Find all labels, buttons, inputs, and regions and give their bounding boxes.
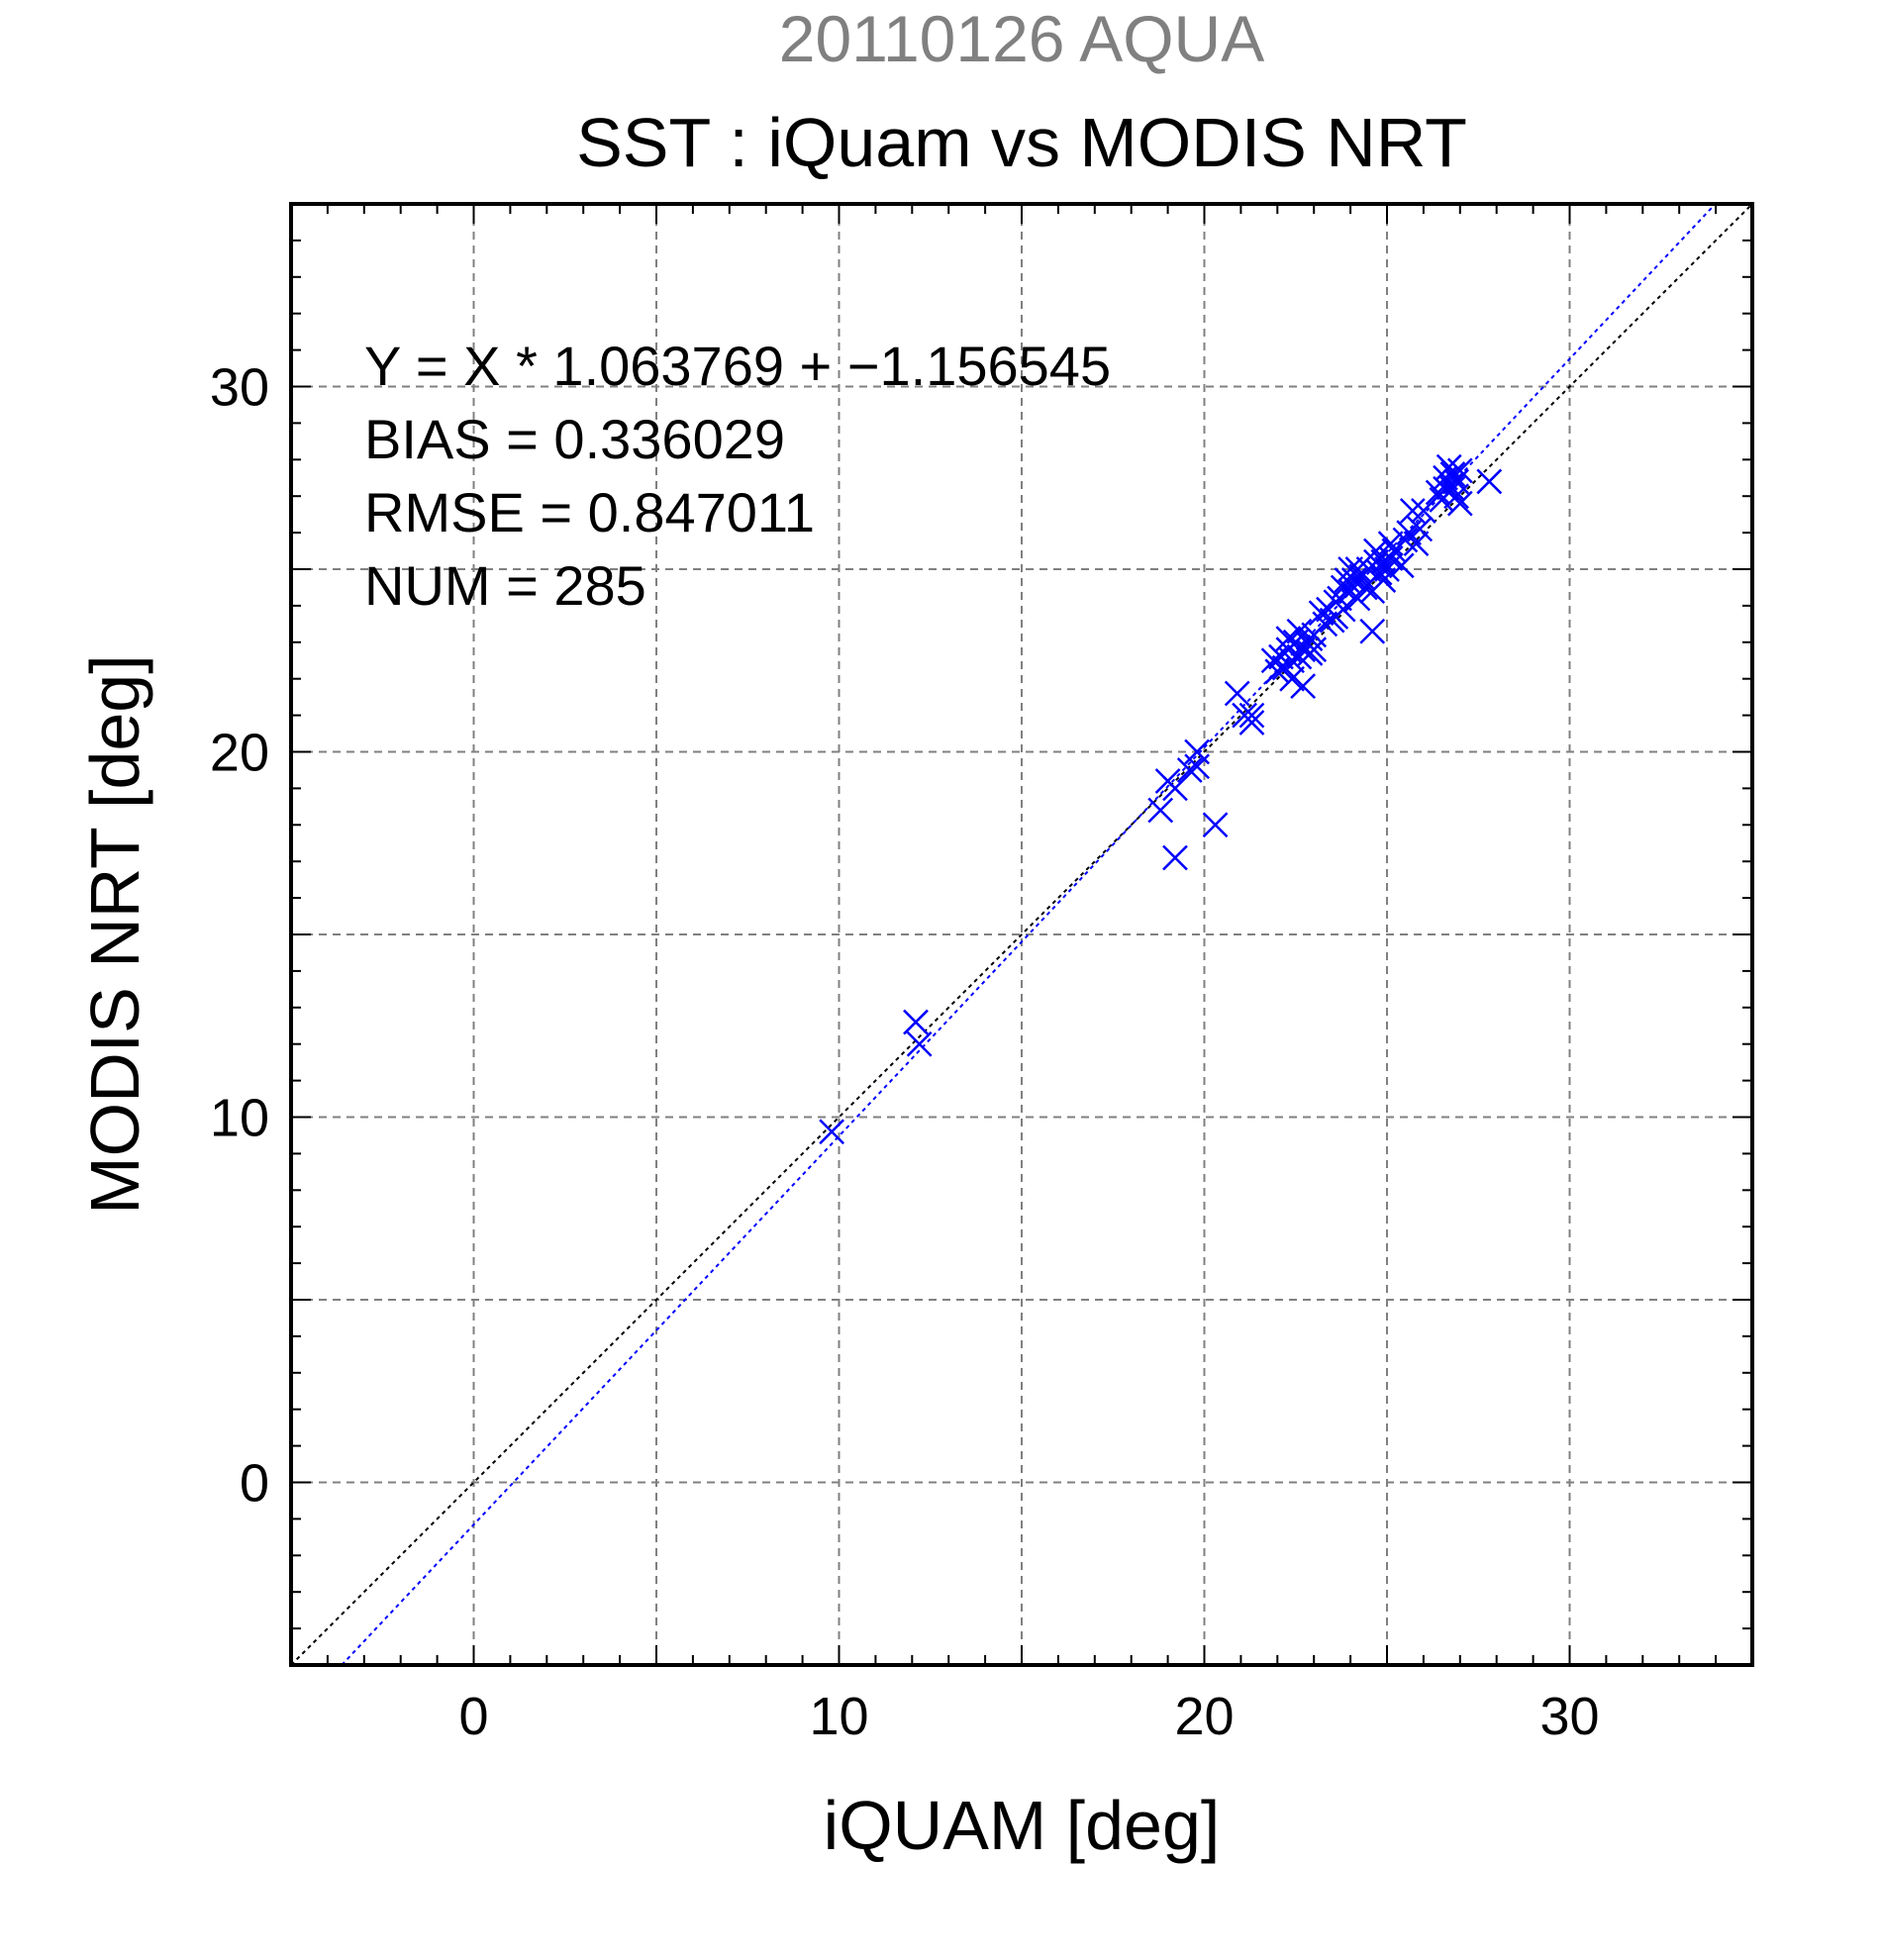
data-point (903, 1009, 929, 1035)
stats-bias: BIAS = 0.336029 (364, 408, 785, 470)
data-point (1184, 738, 1211, 765)
x-tick-label: 0 (458, 1687, 488, 1746)
data-point (1344, 585, 1371, 612)
data-point (1476, 468, 1503, 495)
data-point (1446, 490, 1473, 517)
x-tick-labels: 0 10 20 30 (458, 1687, 1599, 1746)
plot-frame (289, 202, 1754, 1667)
data-point (1330, 574, 1356, 601)
data-point (1411, 498, 1436, 524)
stats-rmse: RMSE = 0.847011 (364, 481, 815, 543)
data-point (1279, 665, 1305, 692)
y-tick-label: 20 (210, 724, 269, 783)
x-tick-label: 20 (1174, 1687, 1234, 1746)
data-point (1238, 702, 1265, 729)
data-point (1238, 710, 1265, 735)
reference-line-1:1 (290, 203, 1753, 1666)
y-axis-label: MODIS NRT [deg] (76, 654, 153, 1214)
data-point (1147, 797, 1174, 824)
grid-lines (291, 204, 1752, 1665)
data-point (1388, 552, 1415, 579)
data-point (819, 1119, 845, 1145)
data-point (1399, 498, 1426, 524)
data-point (906, 1030, 933, 1057)
stats-fit: Y = X * 1.063769 + −1.156545 (364, 335, 1111, 397)
reference-line-fit (341, 203, 1717, 1666)
x-axis-label: iQUAM [deg] (824, 1787, 1221, 1864)
data-point (1312, 611, 1338, 637)
data-point (1264, 658, 1291, 685)
data-point (1446, 457, 1473, 484)
x-tick-label: 30 (1539, 1687, 1599, 1746)
y-tick-label: 0 (240, 1454, 269, 1514)
reference-lines (290, 203, 1753, 1666)
data-points (819, 453, 1503, 1145)
data-point (1363, 538, 1389, 564)
data-point (1359, 618, 1386, 644)
data-point (1176, 757, 1203, 783)
y-tick-label: 10 (210, 1089, 269, 1148)
data-point (1439, 475, 1466, 502)
chart-supertitle: 20110126 AQUA (779, 2, 1265, 75)
data-point (1162, 844, 1188, 871)
y-tick-label: 30 (210, 358, 269, 418)
data-point (1290, 673, 1317, 699)
stats-box: Y = X * 1.063769 + −1.156545 BIAS = 0.33… (364, 335, 1111, 617)
chart-title: SST : iQuam vs MODIS NRT (576, 104, 1467, 181)
data-point (1403, 531, 1430, 557)
data-point (1224, 680, 1250, 707)
x-tick-label: 10 (809, 1687, 868, 1746)
stats-num: NUM = 285 (364, 554, 646, 617)
data-point (1377, 531, 1404, 557)
data-point (1290, 637, 1317, 663)
data-point (1330, 596, 1356, 623)
data-point (1202, 812, 1229, 838)
y-tick-labels: 0 10 20 30 (210, 358, 269, 1514)
data-point (1162, 775, 1188, 802)
